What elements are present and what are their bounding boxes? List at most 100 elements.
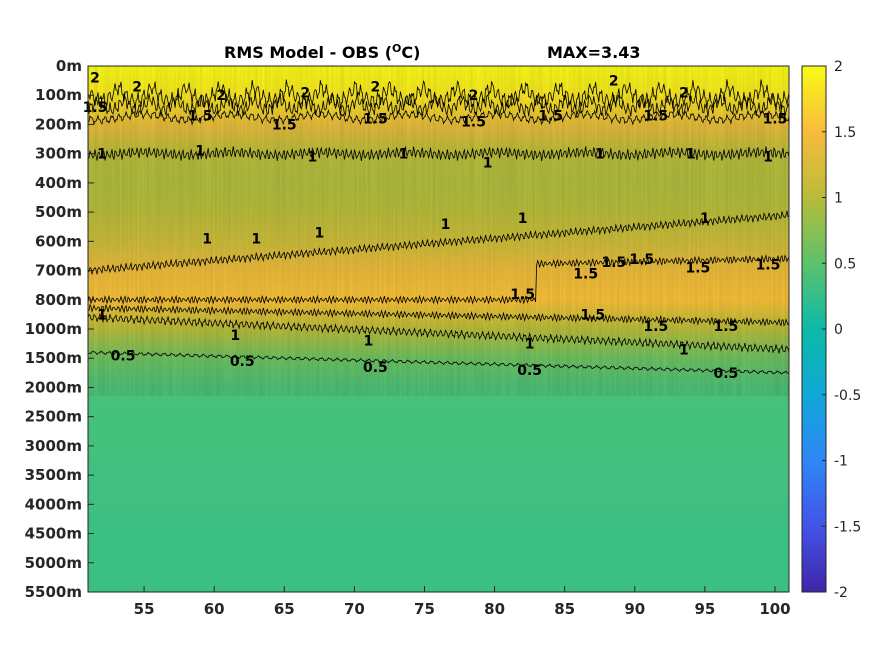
y-tick-label: 1500m bbox=[25, 349, 82, 367]
x-tick-label: 60 bbox=[204, 600, 225, 618]
contour-line bbox=[87, 210, 790, 275]
contour-line bbox=[88, 350, 790, 375]
contour-label: 0.5 bbox=[230, 354, 255, 370]
y-tick-label: 3000m bbox=[25, 437, 82, 455]
y-tick-label: 3500m bbox=[25, 466, 82, 484]
contour-label: 1.5 bbox=[461, 115, 486, 131]
contour-label: 1.5 bbox=[510, 287, 535, 303]
contour-label: 1 bbox=[230, 328, 240, 344]
colorbar-tick-label: -0.5 bbox=[834, 388, 861, 404]
contour-label: 1 bbox=[97, 147, 107, 163]
x-tick-label: 85 bbox=[554, 600, 575, 618]
y-tick-label: 100m bbox=[35, 86, 82, 104]
contour-line bbox=[87, 303, 790, 327]
max-label: MAX=3.43 bbox=[547, 43, 641, 62]
contour-label: 1 bbox=[195, 144, 205, 160]
colorbar-tick-label: 0 bbox=[834, 322, 843, 338]
colorbar-tick-label: 1.5 bbox=[834, 125, 856, 141]
y-tick-label: 4000m bbox=[25, 495, 82, 513]
contour-label: 1 bbox=[483, 155, 493, 171]
contour-label: 1 bbox=[679, 342, 689, 358]
contour-label: 2 bbox=[132, 79, 142, 95]
contour-label: 1.5 bbox=[272, 117, 297, 133]
colorbar-tick-label: 0.5 bbox=[834, 256, 856, 272]
contour-label: 1 bbox=[518, 211, 528, 227]
y-tick-label: 2500m bbox=[25, 408, 82, 426]
contour-label: 1 bbox=[686, 147, 696, 163]
y-tick-label: 800m bbox=[35, 291, 82, 309]
contour-label: 1.5 bbox=[363, 112, 388, 128]
contour-label: 1.5 bbox=[685, 261, 710, 277]
x-tick-label: 80 bbox=[484, 600, 505, 618]
contour-label: 2 bbox=[371, 79, 381, 95]
x-tick-label: 55 bbox=[134, 600, 155, 618]
y-tick-label: 2000m bbox=[25, 378, 82, 396]
contour-label: 1 bbox=[441, 217, 451, 233]
contour-label: 1 bbox=[595, 147, 605, 163]
x-axis: 55 60 65 70 75 80 85 90 95 100 bbox=[134, 586, 791, 618]
chart-title: RMS Model - OBS (OC) bbox=[224, 42, 420, 62]
contour-label: 1 bbox=[399, 147, 409, 163]
contour-label: 0.5 bbox=[714, 366, 739, 382]
colorbar: 2 1.5 1 0.5 0 -0.5 -1 -1.5 -2 bbox=[801, 59, 861, 601]
contour-label: 0.5 bbox=[111, 348, 136, 364]
colorbar-tick-label: 1 bbox=[834, 191, 843, 207]
contour-label: 2 bbox=[679, 85, 689, 101]
contour-label: 1.5 bbox=[714, 319, 739, 335]
y-tick-label: 200m bbox=[35, 115, 82, 133]
y-tick-label: 700m bbox=[35, 262, 82, 280]
y-tick-label: 5500m bbox=[25, 583, 82, 601]
contour-line bbox=[87, 146, 790, 161]
y-tick-label: 0m bbox=[56, 57, 82, 75]
contour-label: 1.5 bbox=[643, 319, 668, 335]
contour-label: 1.5 bbox=[83, 100, 108, 116]
x-tick-label: 95 bbox=[694, 600, 715, 618]
x-tick-label: 65 bbox=[274, 600, 295, 618]
contour-label: 1 bbox=[700, 211, 710, 227]
contour-label: 1 bbox=[202, 231, 212, 247]
contour-label: 1.5 bbox=[538, 109, 563, 125]
contour-label: 1.5 bbox=[643, 109, 668, 125]
y-tick-label: 600m bbox=[35, 232, 82, 250]
contour-label: 1 bbox=[525, 337, 535, 353]
contour-label: 1 bbox=[763, 150, 773, 166]
y-tick-label: 500m bbox=[35, 203, 82, 221]
y-tick-label: 400m bbox=[35, 174, 82, 192]
contour-line bbox=[87, 108, 790, 126]
contour-label: 1.5 bbox=[188, 109, 213, 125]
colorbar-tick-label: -2 bbox=[834, 585, 848, 601]
contour-line bbox=[87, 79, 790, 110]
x-tick-label: 100 bbox=[759, 600, 790, 618]
contour-label: 0.5 bbox=[363, 360, 388, 376]
contour-label: 1.5 bbox=[580, 307, 605, 323]
contour-label: 1.5 bbox=[629, 252, 654, 268]
contour-label: 2 bbox=[300, 85, 310, 101]
y-tick-label: 4500m bbox=[25, 525, 82, 543]
contour-label: 2 bbox=[609, 74, 619, 90]
contour-label: 1 bbox=[314, 226, 324, 242]
y-tick-label: 1000m bbox=[25, 320, 82, 338]
x-tick-label: 70 bbox=[344, 600, 365, 618]
x-tick-label: 75 bbox=[414, 600, 435, 618]
contour-line bbox=[87, 254, 790, 305]
contour-label: 1 bbox=[251, 231, 261, 247]
x-tick-label: 90 bbox=[624, 600, 645, 618]
y-axis: 0m 100m 200m 300m 400m 500m 600m 700m 800m 1000m 1… bbox=[25, 57, 94, 601]
contour-label: 1 bbox=[364, 334, 374, 350]
contour-label: 1 bbox=[97, 307, 107, 323]
contour-label: 2 bbox=[216, 88, 226, 104]
colorbar-tick-label: 2 bbox=[834, 59, 843, 75]
contour-label: 1.5 bbox=[573, 266, 598, 282]
y-tick-label: 5000m bbox=[25, 554, 82, 572]
colorbar-tick-label: -1.5 bbox=[834, 519, 861, 535]
colorbar-ticks: 2 1.5 1 0.5 0 -0.5 -1 -1.5 -2 bbox=[822, 59, 861, 601]
contour-line bbox=[87, 313, 790, 354]
contour-label: 0.5 bbox=[517, 363, 542, 379]
contour-label: 1.5 bbox=[756, 258, 781, 274]
contour-label: 2 bbox=[90, 71, 100, 87]
contour-line bbox=[88, 91, 790, 118]
y-tick-label: 300m bbox=[35, 145, 82, 163]
contour-label: 1.5 bbox=[601, 255, 626, 271]
